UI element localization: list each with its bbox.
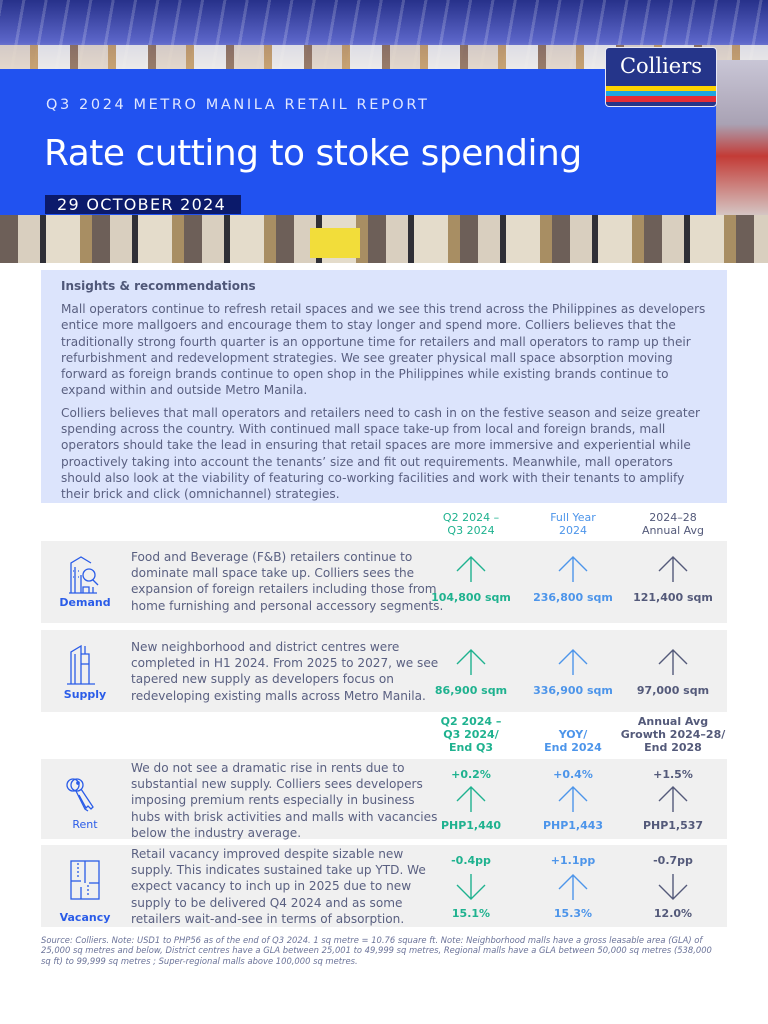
mall-side-view: [716, 60, 768, 220]
title-banner: [0, 69, 716, 215]
col-header-line: 2024–28: [649, 511, 697, 524]
arrow-up-icon: [658, 556, 688, 582]
supply-cell-q2-q3: 86,900 sqm: [421, 648, 521, 697]
rent-value-yoy: PHP1,443: [542, 819, 604, 832]
col-header-line: End 2028: [644, 741, 702, 754]
source-footnote: Source: Colliers. Note: USD1 to PHP56 as…: [41, 935, 712, 966]
arrow-up-icon: [658, 786, 688, 812]
arrow-up-icon: [558, 874, 588, 900]
row-label-vacancy: Vacancy: [59, 911, 111, 924]
table-row-rent: Rent We do not see a dramatic rise in re…: [41, 759, 727, 840]
rent-cell-annual-growth: +1.5% PHP1,537: [623, 768, 723, 832]
col-header-line: Q2 2024 –: [440, 715, 502, 728]
vacancy-cell-annual-growth: -0.7pp 12.0%: [623, 854, 723, 920]
arrow-up-icon: [456, 786, 486, 812]
rent-change-annual-growth: +1.5%: [653, 768, 693, 781]
col-header-line: Q2 2024 –: [442, 511, 500, 524]
rent-change-q2-q3: +0.2%: [451, 768, 491, 781]
row-text-rent: We do not see a dramatic rise in rents d…: [131, 761, 438, 840]
col-header-line: Annual Avg: [637, 715, 709, 728]
col-header-yoy-end-2024: YOY/ End 2024: [523, 728, 623, 754]
row-label-rent: Rent: [72, 818, 98, 831]
demand-value-full-year: 236,800 sqm: [533, 591, 613, 604]
col-header-line: Full Year: [550, 511, 596, 524]
arrow-up-icon: [456, 649, 486, 675]
keys-icon: [66, 778, 94, 812]
col-header-q2-q3-end-q3: Q2 2024 – Q3 2024/ End Q3: [421, 715, 521, 754]
rent-cell-yoy: +0.4% PHP1,443: [523, 768, 623, 832]
arrow-up-icon: [456, 556, 486, 582]
rent-value-annual-growth: PHP1,537: [642, 819, 704, 832]
supply-cell-annual-avg: 97,000 sqm: [623, 648, 723, 697]
page-title: Rate cutting to stoke spending: [44, 133, 582, 174]
insights-box: Insights & recommendations Mall operator…: [41, 270, 727, 503]
logo-stripe-red: [606, 96, 716, 102]
colliers-logo: Colliers: [605, 47, 717, 107]
table-row-demand: Demand Food and Beverage (F&B) retailers…: [41, 541, 727, 623]
row-text-vacancy: Retail vacancy improved despite sizable …: [131, 847, 426, 926]
col-header-line: Annual Avg: [641, 524, 705, 537]
row-text-demand: Food and Beverage (F&B) retailers contin…: [131, 550, 444, 613]
logo-text: Colliers: [619, 54, 703, 78]
arrow-down-icon: [456, 874, 486, 900]
rent-change-yoy: +0.4%: [553, 768, 593, 781]
table-row-supply: Supply New neighborhood and district cen…: [41, 630, 727, 712]
report-date: 29 OCTOBER 2024: [45, 195, 241, 214]
supply-value-q2-q3: 86,900 sqm: [434, 684, 508, 697]
rent-cell-q2-q3: +0.2% PHP1,440: [421, 768, 521, 832]
col-header-annual-avg: 2024–28 Annual Avg: [623, 511, 723, 537]
row-label-supply: Supply: [63, 688, 107, 701]
building-search-icon: [69, 556, 99, 594]
demand-cell-annual-avg: 121,400 sqm: [623, 555, 723, 604]
col-header-line: 2024: [559, 524, 587, 537]
vacancy-cell-q2-q3: -0.4pp 15.1%: [421, 854, 521, 920]
vacancy-change-q2-q3: -0.4pp: [451, 854, 491, 867]
row-text-supply: New neighborhood and district centres we…: [131, 640, 439, 703]
mall-floor: [0, 215, 768, 263]
insights-paragraph-1: Mall operators continue to refresh retai…: [61, 302, 706, 398]
col-header-line: End 2024: [544, 741, 602, 754]
logo-stripe-blue: [606, 91, 716, 96]
vacancy-value-annual-growth: 12.0%: [653, 907, 693, 920]
arrow-up-icon: [558, 556, 588, 582]
col-header-line: Growth 2024–28/: [620, 728, 726, 741]
insights-paragraph-2: Colliers believes that mall operators an…: [61, 405, 701, 502]
row-label-demand: Demand: [59, 596, 111, 609]
col-header-line: Q3 2024: [447, 524, 495, 537]
floorplan-icon: [70, 860, 100, 900]
supply-value-full-year: 336,900 sqm: [533, 684, 613, 697]
vacancy-value-q2-q3: 15.1%: [451, 907, 491, 920]
rent-value-q2-q3: PHP1,440: [440, 819, 502, 832]
arrow-up-icon: [558, 649, 588, 675]
insights-heading: Insights & recommendations: [61, 279, 256, 293]
col-header-line: Q3 2024/: [443, 728, 499, 741]
demand-value-q2-q3: 104,800 sqm: [431, 591, 511, 604]
vacancy-cell-yoy: +1.1pp 15.3%: [523, 854, 623, 920]
supply-value-annual-avg: 97,000 sqm: [636, 684, 710, 697]
logo-stripe-yellow: [606, 86, 716, 91]
vacancy-change-yoy: +1.1pp: [550, 854, 596, 867]
col-header-full-year: Full Year 2024: [523, 511, 623, 537]
arrow-up-icon: [658, 649, 688, 675]
col-header-growth-end-2028: Annual Avg Growth 2024–28/ End 2028: [618, 715, 728, 754]
vacancy-value-yoy: 15.3%: [553, 907, 593, 920]
demand-value-annual-avg: 121,400 sqm: [633, 591, 713, 604]
supply-cell-full-year: 336,900 sqm: [523, 648, 623, 697]
vacancy-change-annual-growth: -0.7pp: [653, 854, 693, 867]
buildings-icon: [67, 644, 95, 685]
table-row-vacancy: Vacancy Retail vacancy improved despite …: [41, 845, 727, 927]
demand-cell-q2-q3: 104,800 sqm: [421, 555, 521, 604]
report-label: Q3 2024 METRO MANILA RETAIL REPORT: [46, 97, 430, 113]
col-header-q2-q3: Q2 2024 – Q3 2024: [421, 511, 521, 537]
mall-sign: [310, 228, 360, 258]
arrow-down-icon: [658, 874, 688, 900]
col-header-line: End Q3: [448, 741, 494, 754]
arrow-up-icon: [558, 786, 588, 812]
demand-cell-full-year: 236,800 sqm: [523, 555, 623, 604]
col-header-line: YOY/: [558, 728, 588, 741]
